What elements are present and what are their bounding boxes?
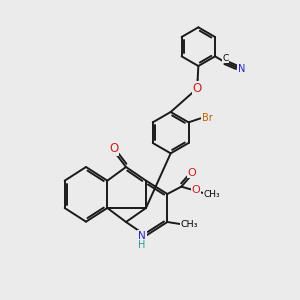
Text: Br: Br xyxy=(202,113,212,123)
Text: CH₃: CH₃ xyxy=(180,220,198,229)
Text: O: O xyxy=(192,82,202,95)
Text: C: C xyxy=(222,54,229,63)
Text: O: O xyxy=(192,185,200,195)
Text: O: O xyxy=(188,168,196,178)
Text: N: N xyxy=(138,231,146,241)
Text: H: H xyxy=(138,240,146,250)
Text: CH₃: CH₃ xyxy=(204,190,220,199)
Text: N: N xyxy=(238,64,245,74)
Text: O: O xyxy=(109,142,118,155)
